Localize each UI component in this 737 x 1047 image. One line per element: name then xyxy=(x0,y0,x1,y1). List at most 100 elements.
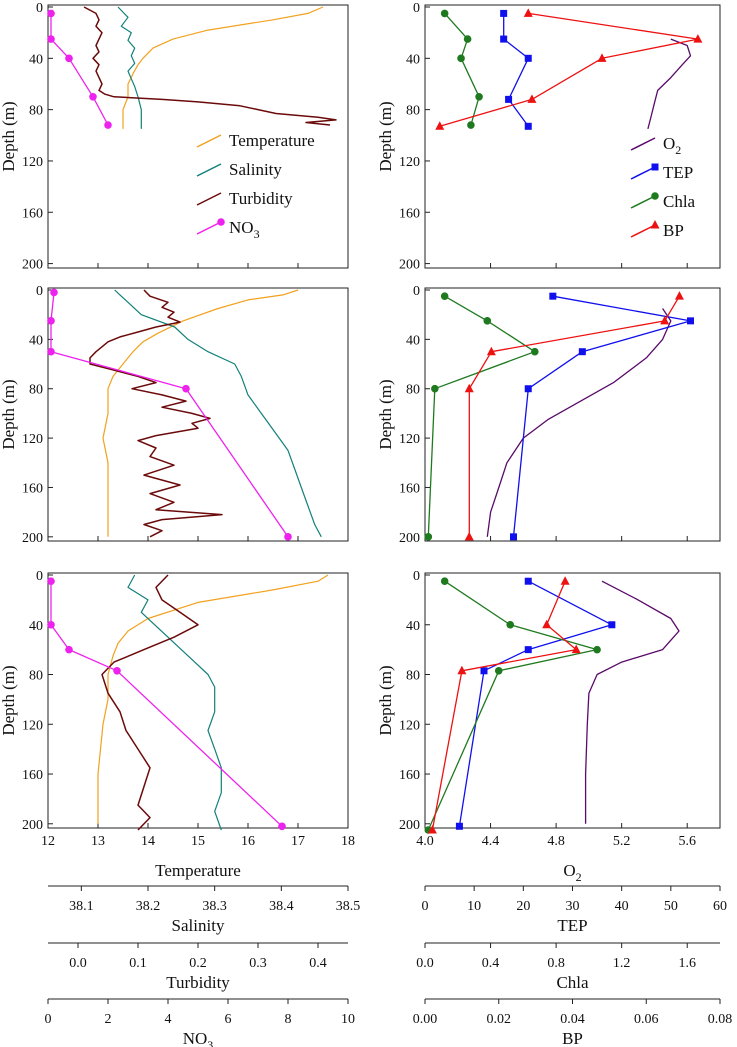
panel-left-2: 0 40 80 120 160 200 Depth (m) xyxy=(0,284,349,546)
axis-tick-label: 1.6 xyxy=(678,956,696,971)
y-tick-label: 120 xyxy=(22,155,43,170)
no3-point xyxy=(47,9,55,18)
legend-item: Turbidity xyxy=(196,189,293,208)
legend-item: O2 xyxy=(630,134,681,157)
y-tick-label: 200 xyxy=(399,818,420,833)
legend-swatch-marker xyxy=(651,192,659,200)
y-axis-title: Depth (m) xyxy=(376,665,395,735)
axis-tick-label: 0.0 xyxy=(69,956,87,971)
axis-left-turbidity: 0.0 0.1 0.2 0.3 0.4 Turbidity xyxy=(48,942,348,992)
axis-title: BP xyxy=(562,1029,583,1047)
no3-point xyxy=(65,645,73,654)
x-axis-title-temperature: Temperature xyxy=(155,861,241,880)
bp-point xyxy=(660,315,670,325)
panel-right-1: 0 40 80 120 160 200 Depth (m) xyxy=(376,1,721,273)
axis-tick-label: 0.04 xyxy=(560,1012,585,1027)
x-tick-label: 5.2 xyxy=(613,834,631,849)
temperature-line xyxy=(102,289,299,537)
chla-point xyxy=(483,317,492,325)
chla-point xyxy=(531,347,539,356)
y-tick-label: 120 xyxy=(22,432,43,447)
axis-tick-label: 38.5 xyxy=(336,899,361,914)
x-tick-label: 15 xyxy=(191,834,205,849)
chla-point xyxy=(593,645,601,654)
legend-swatch-line xyxy=(630,166,656,180)
panel-right-2: 0 40 80 120 160 200 Depth (m) xyxy=(376,284,721,546)
y-axis-title: Depth (m) xyxy=(0,665,18,735)
tep-point xyxy=(510,533,517,541)
tep-point xyxy=(524,54,532,62)
no3-point xyxy=(65,54,73,63)
y-tick-label: 200 xyxy=(22,531,43,546)
y-tick-label: 40 xyxy=(29,619,43,634)
axis-tick-label: 8 xyxy=(285,1012,292,1027)
o2-line xyxy=(647,38,692,130)
bp-point xyxy=(674,291,684,300)
legend-swatch-line xyxy=(630,195,656,209)
chla-point xyxy=(506,620,515,629)
chla-point xyxy=(424,533,433,541)
axis-tick-label: 38.2 xyxy=(136,899,161,914)
temperature-line xyxy=(122,6,324,129)
tep-point xyxy=(500,35,508,43)
bp-point xyxy=(527,94,537,103)
legend-label: Chla xyxy=(663,192,696,211)
tep-point xyxy=(524,646,532,654)
axis-right-bp: 0.00 0.02 0.04 0.06 0.08 BP xyxy=(413,998,733,1047)
plot-frame xyxy=(424,4,721,269)
no3-point xyxy=(182,384,190,393)
legend-item: Salinity xyxy=(196,160,282,179)
y-tick-label: 0 xyxy=(36,284,43,299)
temperature-line xyxy=(97,574,329,824)
axis-tick-label: 50 xyxy=(664,899,678,914)
y-tick-label: 80 xyxy=(406,383,420,398)
y-tick-label: 0 xyxy=(36,569,43,584)
legend-swatch-line xyxy=(630,137,656,151)
y-tick-label: 200 xyxy=(399,258,420,273)
axis-tick-label: 10 xyxy=(341,1012,355,1027)
legend-label: NO3 xyxy=(229,218,260,241)
legend-label: TEP xyxy=(663,163,693,182)
chla-point xyxy=(431,384,439,393)
axis-tick-label: 0.4 xyxy=(482,956,500,971)
y-tick-label: 40 xyxy=(406,333,420,348)
legend-item: BP xyxy=(630,220,684,240)
y-tick-label: 40 xyxy=(406,619,420,634)
axis-tick-label: 0.08 xyxy=(708,1012,733,1027)
legend-label: Turbidity xyxy=(229,189,293,208)
no3-point xyxy=(47,35,55,43)
axis-title: Turbidity xyxy=(166,973,230,992)
tep-point xyxy=(505,95,513,103)
y-tick-label: 0 xyxy=(413,569,420,584)
chla-point xyxy=(494,666,503,675)
axis-tick-label: 10 xyxy=(467,899,481,914)
axis-right-chla: 0.0 0.4 0.8 1.2 1.6 Chla xyxy=(416,942,720,992)
axis-title: Salinity xyxy=(172,916,225,935)
axis-tick-label: 0.02 xyxy=(487,1012,512,1027)
tep-point xyxy=(524,385,532,393)
y-tick-label: 120 xyxy=(399,718,420,733)
legend-left: Temperature Salinity Turbidity NO3 xyxy=(196,131,315,241)
axis-tick-label: 2 xyxy=(105,1012,112,1027)
legend-item: TEP xyxy=(630,163,693,182)
x-tick-label: 14 xyxy=(141,834,155,849)
x-tick-label: 4.8 xyxy=(547,834,565,849)
bp-point xyxy=(542,619,552,629)
bp-point xyxy=(523,8,533,17)
y-tick-label: 120 xyxy=(22,718,43,733)
y-tick-label: 0 xyxy=(413,284,420,299)
axis-tick-label: 1.2 xyxy=(613,956,631,971)
tep-point xyxy=(549,292,557,300)
no3-point xyxy=(113,666,121,675)
y-axis-title: Depth (m) xyxy=(376,379,395,449)
no3-point xyxy=(47,620,55,629)
y-tick-label: 200 xyxy=(22,818,43,833)
y-tick-label: 0 xyxy=(36,1,43,16)
axis-right-tep: 0 10 20 30 40 50 60 TEP xyxy=(422,885,727,935)
tep-line xyxy=(503,13,529,127)
no3-point xyxy=(47,577,55,586)
salinity-line xyxy=(127,574,222,831)
y-tick-label: 0 xyxy=(413,1,420,16)
